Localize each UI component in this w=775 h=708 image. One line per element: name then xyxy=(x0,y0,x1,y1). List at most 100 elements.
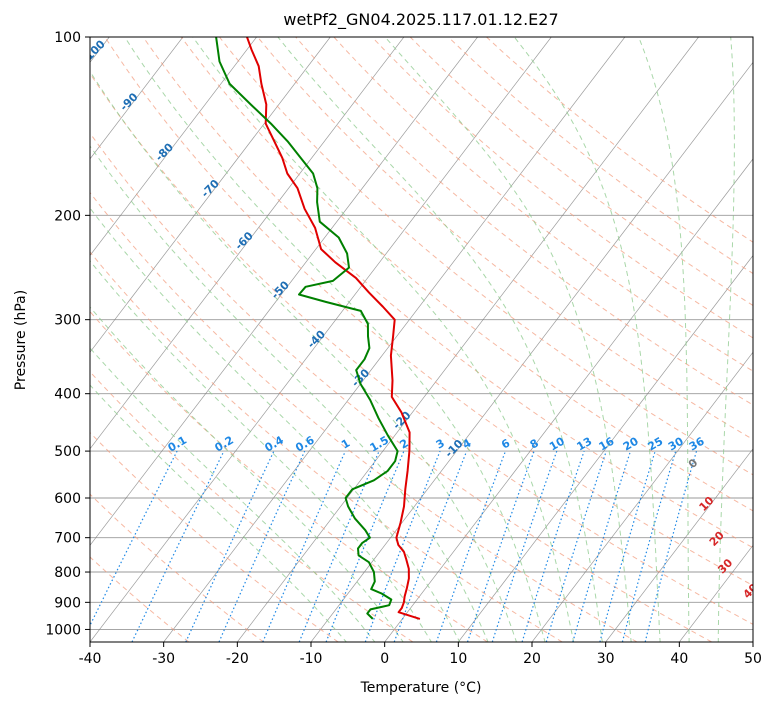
dry-adiabat-line xyxy=(180,37,753,512)
dry-adiabat-line xyxy=(90,72,753,625)
moist-adiabat-label: 30 xyxy=(715,556,735,576)
x-tick-label: -10 xyxy=(300,651,323,667)
isotherm-line xyxy=(237,37,699,642)
y-tick-label: 800 xyxy=(54,565,81,581)
dewpoint-profile-line xyxy=(215,37,399,620)
dry-adiabat-line xyxy=(371,37,753,339)
x-tick-label: 50 xyxy=(744,651,762,667)
isotherm-line xyxy=(605,448,753,642)
dry-adiabat-line xyxy=(295,37,753,406)
mixing-ratio-line xyxy=(435,450,507,642)
dry-adiabat-label: -100 xyxy=(79,37,108,66)
mixing-ratio-line xyxy=(521,450,585,642)
isotherm-line xyxy=(90,37,478,546)
mixing-ratio-line xyxy=(466,450,535,642)
isotherm-line xyxy=(752,641,753,642)
chart-title: wetPf2_GN04.2025.117.01.12.E27 xyxy=(283,10,558,30)
y-tick-label: 700 xyxy=(54,531,81,547)
moist-adiabat-line xyxy=(192,37,575,642)
x-tick-label: -40 xyxy=(79,651,102,667)
dry-adiabat-line xyxy=(104,37,753,587)
mixing-ratio-label: 1 xyxy=(339,437,352,452)
mixing-ratio-line xyxy=(491,450,558,642)
x-tick-label: -30 xyxy=(152,651,175,667)
dry-adiabat-line xyxy=(90,493,264,642)
mixing-ratio-line xyxy=(545,450,607,642)
y-tick-label: 500 xyxy=(54,444,81,460)
dry-adiabat-line xyxy=(90,251,563,642)
isotherm-line xyxy=(90,37,184,160)
x-tick-label: -20 xyxy=(226,651,249,667)
moist-adiabat-line xyxy=(513,37,661,642)
isotherm-line xyxy=(531,351,753,642)
moist-adiabat-label: 10 xyxy=(697,494,717,514)
dry-adiabat-line xyxy=(219,37,753,476)
mixing-ratio-line xyxy=(572,450,632,642)
mixing-ratio-line xyxy=(644,450,698,642)
x-tick-label: 0 xyxy=(380,651,389,667)
dry-adiabat-line xyxy=(447,37,753,275)
y-tick-label: 400 xyxy=(54,387,81,403)
dry-adiabat-line xyxy=(90,431,339,642)
moist-adiabat-line xyxy=(384,37,632,642)
x-tick-label: 10 xyxy=(449,651,467,667)
dry-adiabat-label: -70 xyxy=(199,177,222,200)
mixing-ratio-label: 8 xyxy=(528,437,541,452)
x-tick-label: 30 xyxy=(597,651,615,667)
moist-adiabat-line xyxy=(90,347,376,642)
y-tick-label: 1000 xyxy=(45,622,81,638)
moist-adiabat-line xyxy=(90,384,347,642)
y-tick-label: 600 xyxy=(54,491,81,507)
isotherm-line xyxy=(384,158,753,642)
x-axis-label: Temperature (°C) xyxy=(360,680,482,696)
dry-adiabat-line xyxy=(486,37,753,243)
x-axis: -40 -30 -20 -10 0 10 20 30 40 50 xyxy=(79,642,762,667)
dry-adiabat-line xyxy=(90,132,712,642)
y-axis-label: Pressure (hPa) xyxy=(13,290,29,390)
moist-adiabat-line xyxy=(277,37,603,642)
mixing-ratio-label: 6 xyxy=(499,436,512,451)
mixing-ratio-line xyxy=(185,450,275,642)
mixing-ratio-line xyxy=(621,450,677,642)
mixing-ratio-line xyxy=(262,450,346,642)
moist-adiabat-line xyxy=(90,145,489,642)
mixing-ratio-line xyxy=(325,450,405,642)
moist-adiabat-line xyxy=(90,260,432,642)
dry-adiabat-label: -60 xyxy=(233,229,256,252)
dry-adiabat-line xyxy=(333,37,753,372)
x-tick-label: 40 xyxy=(670,651,688,667)
moist-adiabat-label: 40 xyxy=(741,581,761,601)
dry-adiabat-line xyxy=(257,37,753,441)
mixing-ratio-line xyxy=(599,450,656,642)
dry-adiabat-label: -50 xyxy=(269,278,292,301)
x-tick-label: 20 xyxy=(523,651,541,667)
mixing-ratio-line xyxy=(131,450,225,642)
dry-adiabat-line xyxy=(90,191,638,642)
isotherm-line xyxy=(679,544,753,642)
moist-adiabat-line xyxy=(717,37,735,642)
isotherm-line xyxy=(90,37,552,642)
dry-adiabat-line xyxy=(142,37,753,549)
dry-adiabat-label: -90 xyxy=(117,90,140,113)
dry-adiabat-line xyxy=(90,370,414,642)
y-tick-label: 100 xyxy=(54,30,81,46)
moist-adiabat-line xyxy=(90,70,517,642)
dry-adiabat-line xyxy=(90,310,488,642)
moist-adiabat-line xyxy=(90,207,461,642)
isotherm-line xyxy=(90,37,257,257)
y-axis: 100 200 300 400 500 600 700 800 900 1000 xyxy=(45,30,90,638)
isotherm-line xyxy=(90,37,405,450)
moist-adiabat-line xyxy=(90,306,404,642)
y-tick-label: 300 xyxy=(54,313,81,329)
y-tick-label: 900 xyxy=(54,595,81,611)
moist-adiabat-line xyxy=(638,37,690,642)
dry-adiabat-label: -80 xyxy=(153,140,176,163)
y-tick-label: 200 xyxy=(54,208,81,224)
mixing-ratio-line xyxy=(218,450,306,642)
isotherm-line xyxy=(90,37,331,353)
isotherm-line xyxy=(163,37,626,642)
plot-area: 0.1 0.2 0.4 0.6 1 1.5 2 3 4 6 8 10 13 16 20 25 30 36-100-… xyxy=(79,37,761,642)
isotherm-line xyxy=(458,254,753,642)
temperature-profile-line xyxy=(246,37,421,620)
